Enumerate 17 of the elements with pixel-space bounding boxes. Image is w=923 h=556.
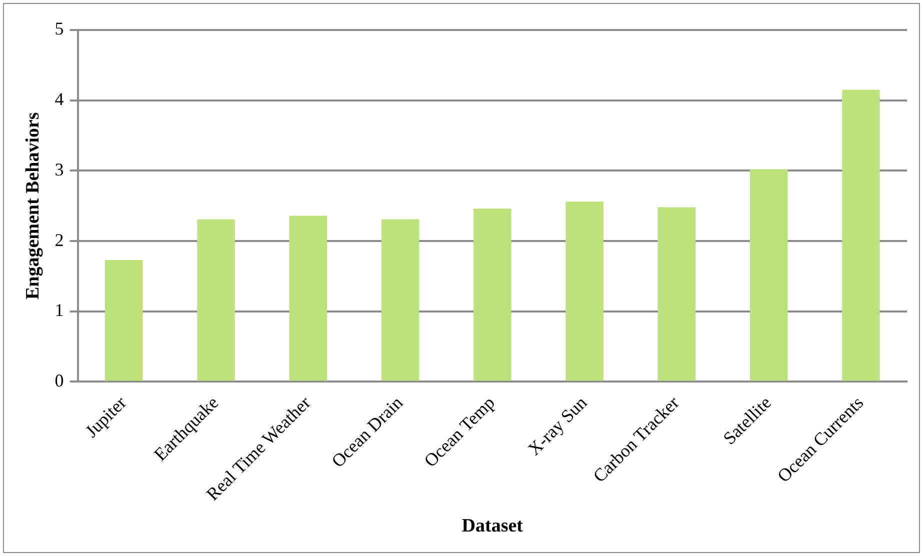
y-tick-label: 5 xyxy=(54,18,64,39)
bar xyxy=(566,202,604,381)
bar xyxy=(197,219,235,381)
bar xyxy=(104,260,143,381)
y-tick-label: 4 xyxy=(54,89,64,110)
y-tick-label: 2 xyxy=(54,230,64,250)
y-tick-label: 3 xyxy=(54,159,64,180)
bar xyxy=(474,208,512,381)
bar xyxy=(842,90,880,381)
bar xyxy=(381,219,420,381)
bar xyxy=(289,216,328,381)
bar xyxy=(750,169,788,381)
y-axis-title: Engagement Behaviors xyxy=(22,112,44,300)
x-axis-title: Dataset xyxy=(462,516,524,537)
bar xyxy=(658,207,696,381)
y-tick-label: 0 xyxy=(54,370,64,390)
y-tick-label: 1 xyxy=(54,300,64,320)
